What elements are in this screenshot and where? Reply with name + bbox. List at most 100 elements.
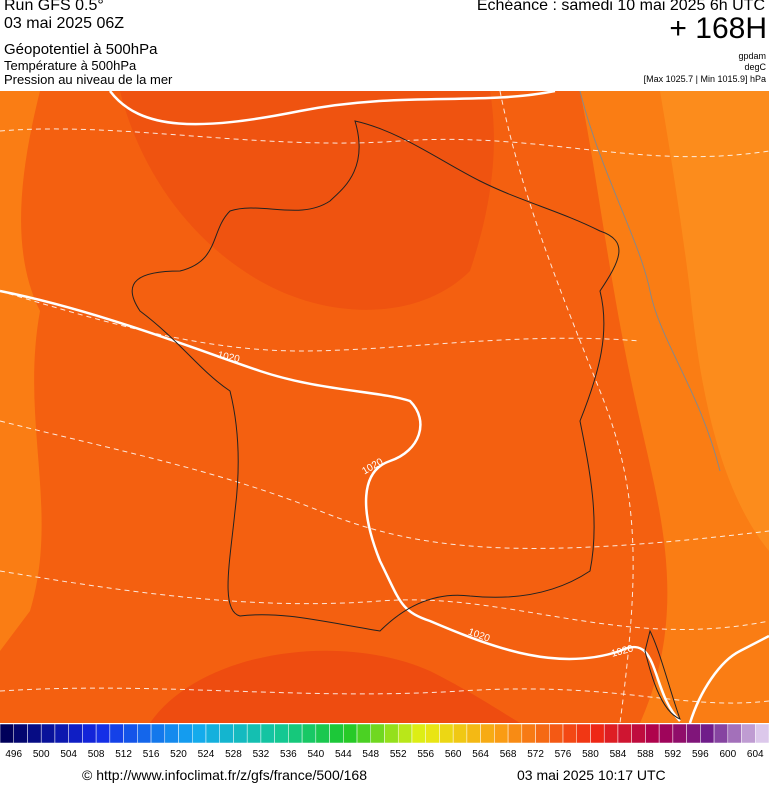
scale-cell xyxy=(562,723,578,744)
scale-label: 540 xyxy=(307,749,324,760)
scale-cell xyxy=(755,723,769,744)
scale-label: 512 xyxy=(115,749,132,760)
scale-cell xyxy=(260,723,275,744)
scale-label: 596 xyxy=(692,749,709,760)
scale-cell xyxy=(137,723,152,744)
scale-cell xyxy=(329,723,344,744)
scale-label: 564 xyxy=(472,749,489,760)
scale-cell xyxy=(549,723,564,744)
field-region xyxy=(120,91,494,310)
scale-cell xyxy=(123,723,138,744)
scale-label: 584 xyxy=(610,749,627,760)
scale-cell xyxy=(480,723,495,744)
scale-cell xyxy=(700,723,715,744)
scale-cell xyxy=(384,723,399,744)
scale-label: 552 xyxy=(390,749,407,760)
scale-cell xyxy=(219,723,234,744)
scale-cell xyxy=(672,723,687,744)
scale-cell xyxy=(274,723,289,744)
scale-cell xyxy=(590,723,605,744)
scale-label: 508 xyxy=(88,749,105,760)
scale-label: 536 xyxy=(280,749,297,760)
unit-label: degC xyxy=(744,62,766,72)
scale-label: 580 xyxy=(582,749,599,760)
scale-cell xyxy=(27,723,42,744)
scale-cell xyxy=(631,723,646,744)
scale-cell xyxy=(356,723,372,744)
scale-cell xyxy=(713,723,729,744)
scale-label: 532 xyxy=(253,749,270,760)
scale-cell xyxy=(439,723,454,744)
scale-cell xyxy=(95,723,111,744)
scale-cell xyxy=(645,723,660,744)
scale-cell xyxy=(288,723,303,744)
scale-cell xyxy=(617,723,632,744)
color-scale: 496 500 504 508 512 516 520 524 528 532 536 540 544 5… xyxy=(0,723,769,760)
scale-cell xyxy=(164,723,179,744)
scale-cell xyxy=(233,723,248,744)
coastline xyxy=(131,91,721,720)
scale-cell xyxy=(13,723,28,744)
scale-cell xyxy=(494,723,509,744)
field-region xyxy=(0,91,42,651)
scale-cell xyxy=(466,723,481,744)
scale-cell xyxy=(658,723,674,744)
scale-label: 524 xyxy=(198,749,215,760)
scale-cell xyxy=(603,723,619,744)
scale-label: 520 xyxy=(170,749,187,760)
field-region xyxy=(660,91,769,551)
layer-label: Pression au niveau de la mer xyxy=(4,72,173,87)
scale-cell xyxy=(0,723,14,744)
scale-cell xyxy=(507,723,523,744)
scale-cell xyxy=(40,723,56,744)
isotherms xyxy=(0,91,769,723)
scale-cell xyxy=(370,723,385,744)
scale-label: 560 xyxy=(445,749,462,760)
scale-cell xyxy=(150,723,166,744)
scale-label: 500 xyxy=(33,749,50,760)
scale-label: 604 xyxy=(747,749,764,760)
run-title: Run GFS 0.5° xyxy=(4,0,104,14)
scale-cell xyxy=(425,723,440,744)
scale-cell xyxy=(301,723,317,744)
scale-label: 568 xyxy=(500,749,517,760)
scale-label: 548 xyxy=(362,749,379,760)
layer-label: Température à 500hPa xyxy=(4,58,137,73)
scale-cell xyxy=(727,723,742,744)
scale-cell xyxy=(54,723,69,744)
scale-label: 588 xyxy=(637,749,654,760)
scale-label: 572 xyxy=(527,749,544,760)
scale-cell xyxy=(192,723,207,744)
lead-time: + 168H xyxy=(669,12,767,45)
scale-cell xyxy=(741,723,756,744)
source-url[interactable]: © http://www.infoclimat.fr/z/gfs/france/… xyxy=(82,767,367,783)
scale-label: 592 xyxy=(665,749,682,760)
scale-label: 576 xyxy=(555,749,572,760)
scale-cell xyxy=(82,723,97,744)
scale-cell xyxy=(452,723,468,744)
timestamp: 03 mai 2025 10:17 UTC xyxy=(517,767,666,783)
scale-label: 528 xyxy=(225,749,242,760)
field-region xyxy=(150,650,520,723)
scale-cell xyxy=(397,723,413,744)
scale-cell xyxy=(535,723,550,744)
scale-label: 556 xyxy=(417,749,434,760)
scale-cell xyxy=(576,723,591,744)
scale-cell xyxy=(315,723,330,744)
scale-cell xyxy=(178,723,193,744)
scale-label: 600 xyxy=(719,749,736,760)
scale-cell xyxy=(205,723,220,744)
isobar-label: 1020 xyxy=(216,350,240,365)
scale-cell xyxy=(109,723,124,744)
run-date: 03 mai 2025 06Z xyxy=(4,15,125,32)
scale-label: 496 xyxy=(5,749,22,760)
unit-label: gpdam xyxy=(738,51,766,61)
forecast-time: Echéance : samedi 10 mai 2025 6h UTC xyxy=(476,0,765,14)
scale-cell xyxy=(686,723,701,744)
scale-cell xyxy=(521,723,536,744)
scale-label: 516 xyxy=(143,749,160,760)
scale-label: 544 xyxy=(335,749,352,760)
scale-label: 504 xyxy=(60,749,77,760)
